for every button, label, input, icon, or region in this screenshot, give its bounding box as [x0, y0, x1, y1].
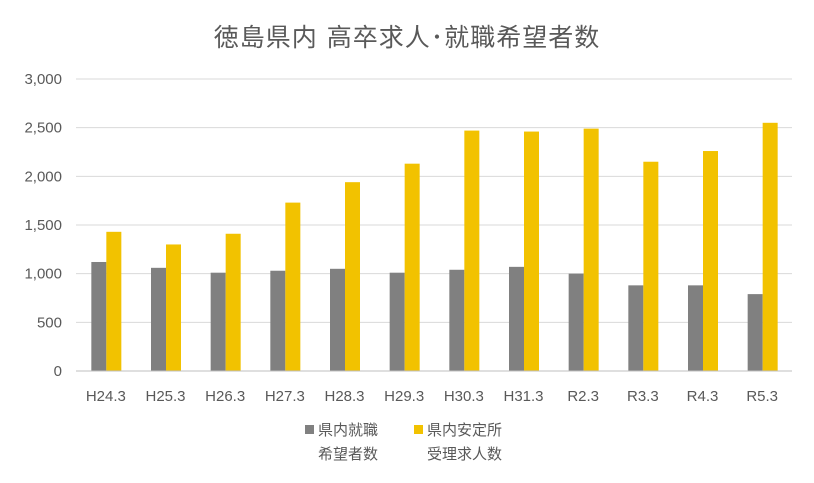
bar-job-seekers: [449, 269, 465, 371]
bars: [91, 122, 778, 371]
x-axis-tick-labels: H24.3 H25.3 H26.3 H27.3 H28.3 H29.3 H30.3 H31.3…: [86, 388, 778, 405]
bar-job-seekers: [210, 272, 226, 371]
legend-label: 県内安定所: [427, 421, 502, 439]
y-tick-label: 500: [37, 314, 62, 331]
bar-job-seekers: [151, 267, 166, 371]
legend-swatch: [305, 425, 314, 434]
bar-job-offers: [643, 161, 659, 371]
x-tick-label: H28.3: [324, 388, 364, 405]
bar-job-seekers: [688, 285, 703, 371]
bar-job-seekers: [389, 272, 405, 371]
x-tick-label: R3.3: [627, 388, 659, 405]
bar-job-offers: [404, 163, 420, 371]
bar-job-seekers: [628, 285, 644, 371]
legend-label: 希望者数: [318, 445, 378, 463]
bar-job-offers: [762, 122, 778, 371]
legend-label: 県内就職: [318, 421, 378, 439]
gridlines: [76, 78, 792, 323]
bar-job-seekers: [747, 294, 763, 371]
y-tick-label: 1,500: [24, 217, 62, 234]
bar-job-seekers: [330, 268, 345, 371]
y-tick-label: 0: [54, 363, 62, 380]
x-tick-label: R2.3: [567, 388, 599, 405]
bar-job-seekers: [509, 266, 524, 371]
x-tick-label: H31.3: [503, 388, 543, 405]
x-tick-label: H27.3: [265, 388, 305, 405]
bar-job-offers: [345, 182, 360, 371]
bar-job-seekers: [91, 261, 107, 371]
x-tick-label: R5.3: [746, 388, 778, 405]
bar-job-offers: [285, 202, 301, 371]
bar-job-offers: [106, 231, 122, 371]
bar-job-seekers: [270, 270, 286, 371]
y-tick-label: 2,500: [24, 120, 62, 137]
bar-job-offers: [225, 233, 241, 371]
legend-swatch: [414, 425, 423, 434]
legend-label: 受理求人数: [427, 445, 502, 463]
bar-job-offers: [583, 128, 599, 371]
bar-job-offers: [166, 244, 181, 371]
x-tick-label: R4.3: [687, 388, 719, 405]
bar-job-offers: [464, 130, 480, 371]
x-tick-label: H26.3: [205, 388, 245, 405]
y-axis-tick-labels: 0 500 1,000 1,500 2,000 2,500 3,000: [24, 71, 62, 380]
x-tick-label: H25.3: [145, 388, 185, 405]
bar-job-offers: [524, 131, 539, 371]
bar-job-offers: [703, 151, 718, 371]
y-tick-label: 3,000: [24, 71, 62, 88]
bar-job-seekers: [568, 273, 584, 371]
x-tick-label: H24.3: [86, 388, 126, 405]
x-tick-label: H29.3: [384, 388, 424, 405]
x-tick-label: H30.3: [444, 388, 484, 405]
y-tick-label: 2,000: [24, 168, 62, 185]
y-tick-label: 1,000: [24, 266, 62, 283]
chart-title: 徳島県内 高卒求人･就職希望者数: [214, 23, 600, 52]
